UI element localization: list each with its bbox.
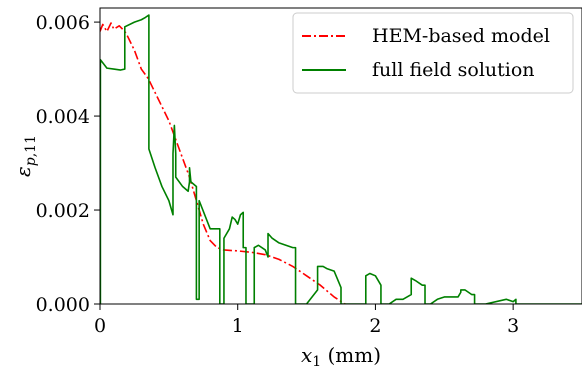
y-tick-label: 0.000 xyxy=(36,294,90,316)
x-tick-label: 0 xyxy=(94,315,106,337)
x-tick-label: 1 xyxy=(232,315,244,337)
y-axis: 0.000 0.002 0.004 0.006 xyxy=(36,12,100,316)
series-line-hem-based-model xyxy=(100,22,346,304)
y-axis-label: εp,11 xyxy=(11,135,39,177)
legend: HEM-based model full field solution xyxy=(292,12,574,94)
series-layer xyxy=(100,14,582,304)
y-tick-label: 0.002 xyxy=(36,200,90,222)
legend-box xyxy=(292,12,574,94)
x-tick-label: 2 xyxy=(369,315,381,337)
x-axis-label: x1 (mm) xyxy=(301,343,381,370)
y-tick-label: 0.006 xyxy=(36,12,90,34)
plot-area xyxy=(99,7,582,305)
y-tick-label: 0.004 xyxy=(36,106,90,128)
legend-label-full-field-solution: full field solution xyxy=(372,59,535,81)
series-line-full-field-solution xyxy=(100,14,582,304)
legend-label-hem-based-model: HEM-based model xyxy=(372,25,550,47)
plot-frame xyxy=(99,7,582,305)
x-axis: 0 1 2 3 xyxy=(94,304,519,337)
x-tick-label: 3 xyxy=(507,315,519,337)
